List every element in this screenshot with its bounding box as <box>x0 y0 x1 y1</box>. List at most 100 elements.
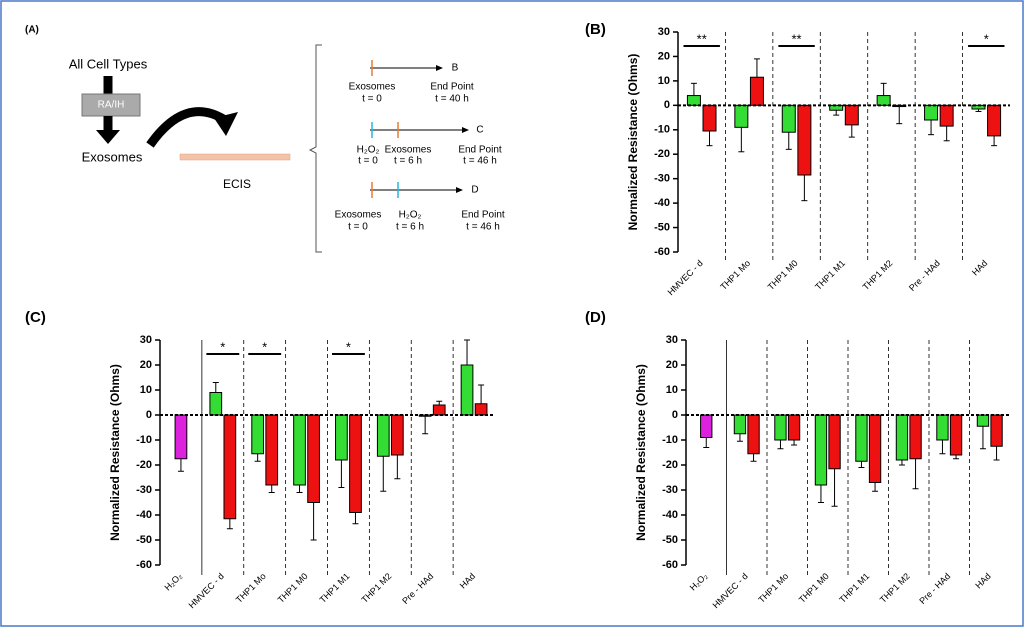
y-tick-label: 10 <box>140 384 152 396</box>
x-tick-label: THP1 M0 <box>276 571 310 605</box>
bar <box>432 404 446 416</box>
x-tick-label: HAd <box>458 571 477 590</box>
error-bar <box>380 456 387 492</box>
error-bar <box>690 82 697 96</box>
bar <box>702 104 717 132</box>
error-bar <box>817 485 824 503</box>
assay-label: ECIS <box>223 177 251 191</box>
bar <box>828 414 841 470</box>
y-tick-label: -30 <box>662 484 678 496</box>
x-tick-label: THP1 M1 <box>837 571 871 605</box>
bar <box>987 104 1002 137</box>
y-tick-label: -40 <box>662 509 678 521</box>
x-tick-label: THP1 M1 <box>813 258 847 292</box>
y-tick-label: -40 <box>654 197 670 209</box>
x-tick-label: Pre - HAd <box>400 571 435 606</box>
x-tick-label: THP1 M1 <box>318 571 352 605</box>
bar <box>797 104 812 176</box>
bar <box>174 414 188 460</box>
event-time: t = 0 <box>358 156 378 167</box>
significance-label: * <box>346 339 351 354</box>
bar <box>939 104 954 127</box>
product-label: Exosomes <box>82 149 143 164</box>
bar <box>251 414 265 455</box>
end-label: End Point <box>461 210 505 221</box>
significance-label: ** <box>792 31 802 46</box>
y-tick-label: 0 <box>664 99 670 111</box>
bar <box>349 414 362 513</box>
y-tick-label: 20 <box>140 359 152 371</box>
x-tick-label: THP1 M2 <box>861 258 895 292</box>
error-bar <box>226 518 233 530</box>
y-tick-label: -50 <box>654 221 670 233</box>
bar <box>855 414 868 462</box>
event-name: Exosomes <box>335 210 382 221</box>
bar <box>781 104 796 133</box>
y-tick-label: -10 <box>136 434 152 446</box>
error-bar <box>872 482 879 492</box>
timeline-target: B <box>452 63 459 74</box>
bar <box>474 403 488 416</box>
arrow-head <box>214 112 238 136</box>
arrow-head <box>96 130 120 144</box>
bar <box>209 392 223 416</box>
y-tick-label: -10 <box>654 124 670 136</box>
x-tick-label: THP1 M0 <box>797 571 831 605</box>
y-tick-label: 0 <box>672 409 678 421</box>
bar <box>844 104 859 126</box>
bar <box>924 104 939 121</box>
error-bar <box>422 416 429 435</box>
bar <box>460 364 474 416</box>
y-tick-label: -10 <box>662 434 678 446</box>
bar <box>376 414 390 457</box>
bar <box>747 414 760 455</box>
ecis-strip <box>179 153 291 161</box>
bar <box>787 414 801 441</box>
significance-label: * <box>984 31 989 46</box>
bar <box>265 414 279 486</box>
error-bar <box>898 460 905 466</box>
error-bar <box>801 175 808 202</box>
bar <box>949 414 963 456</box>
error-bar <box>436 400 443 405</box>
x-tick-label: HMVEC - d <box>187 571 226 610</box>
x-tick-label: THP1 M0 <box>766 258 800 292</box>
bar <box>876 95 891 106</box>
y-tick-label: -60 <box>136 559 152 571</box>
error-bar <box>991 135 998 147</box>
arrow-head <box>462 127 469 133</box>
error-bar <box>848 124 855 138</box>
bar <box>733 414 747 435</box>
x-tick-label: Pre - HAd <box>917 571 952 606</box>
error-bar <box>833 110 840 116</box>
error-bar <box>943 126 950 142</box>
end-time: t = 46 h <box>466 222 500 233</box>
error-bar <box>478 384 485 404</box>
error-bar <box>394 455 401 480</box>
error-bar <box>464 339 471 365</box>
end-label: End Point <box>430 82 474 93</box>
end-time: t = 40 h <box>435 94 469 105</box>
error-bar <box>912 458 919 490</box>
y-tick-label: 10 <box>666 384 678 396</box>
curved-arrow <box>146 107 228 148</box>
x-tick-label: Pre - HAd <box>907 258 942 293</box>
error-bar <box>896 106 903 125</box>
bar <box>335 414 348 461</box>
x-tick-label: THP1 Mo <box>234 571 268 605</box>
bar <box>700 414 713 438</box>
bar <box>223 414 237 520</box>
error-bar <box>785 132 792 150</box>
error-bar <box>993 446 1000 461</box>
y-tick-label: 30 <box>140 334 152 346</box>
bar <box>686 95 701 106</box>
bar <box>909 414 922 460</box>
error-bar <box>858 461 865 468</box>
y-tick-label: -50 <box>662 534 678 546</box>
timeline-target: C <box>476 125 483 136</box>
event-name: H₂O₂ <box>357 145 380 156</box>
bar <box>814 414 828 486</box>
error-bar <box>352 512 359 525</box>
y-tick-label: -40 <box>136 509 152 521</box>
